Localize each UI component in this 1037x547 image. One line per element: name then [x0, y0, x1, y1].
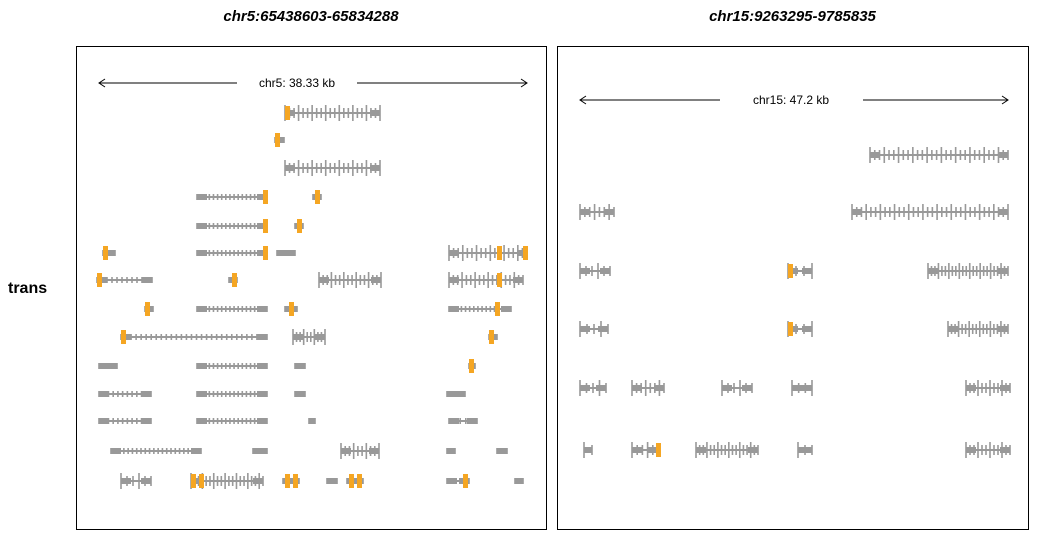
transcript-model — [196, 190, 268, 204]
transcript-model — [797, 442, 813, 458]
transcript-model — [446, 391, 466, 397]
transcript-model — [294, 363, 306, 369]
transcript-model — [579, 321, 609, 337]
transcript-model — [292, 329, 326, 345]
transcript-model — [787, 263, 813, 279]
right-transcript-panel: chr15: 47.2 kb — [557, 46, 1029, 530]
transcript-model — [102, 246, 116, 260]
transcript-model — [144, 302, 154, 316]
transcript-model — [110, 448, 202, 454]
left-scale-label: chr5: 38.33 kb — [259, 76, 335, 90]
right-scale-label: chr15: 47.2 kb — [753, 93, 829, 107]
transcript-model — [196, 246, 268, 260]
transcript-model — [346, 474, 364, 488]
transcript-model — [120, 330, 268, 344]
transcript-model — [468, 359, 476, 373]
right-track-svg: chr15: 47.2 kb — [579, 93, 1011, 458]
transcript-model — [927, 263, 1009, 279]
transcript-model — [340, 443, 380, 459]
transcript-model — [276, 250, 296, 256]
transcript-model — [448, 302, 512, 316]
transcript-model — [120, 473, 152, 489]
transcript-model — [98, 418, 152, 424]
right-panel-title: chr15:9263295-9785835 — [709, 8, 876, 25]
transcript-model — [965, 442, 1011, 458]
transcript-model — [631, 380, 665, 396]
transcript-model — [448, 272, 524, 288]
right-scale-bar: chr15: 47.2 kb — [579, 93, 1009, 107]
transcript-model — [448, 245, 528, 261]
left-transcript-panel: chr5: 38.33 kb — [76, 46, 547, 530]
transcript-model — [579, 204, 615, 220]
transcript-model — [284, 160, 381, 176]
transcript-model — [326, 478, 338, 484]
transcript-model — [252, 448, 268, 454]
transcript-model — [496, 448, 508, 454]
transcript-model — [947, 321, 1009, 337]
transcript-model — [98, 391, 152, 397]
transcript-model — [284, 302, 298, 316]
transcript-model — [583, 442, 593, 458]
right-transcript-tracks — [579, 147, 1011, 458]
transcript-model — [448, 418, 478, 424]
transcript-model — [284, 105, 381, 121]
transcript-model — [869, 147, 1009, 163]
transcript-model — [488, 330, 498, 344]
transcript-model — [196, 219, 268, 233]
transcript-model — [282, 474, 300, 488]
transcript-model — [196, 363, 268, 369]
transcript-model — [514, 478, 524, 484]
transcript-model — [190, 473, 264, 489]
transcript-model — [579, 263, 611, 279]
transcript-model — [196, 306, 268, 312]
transcript-model — [965, 380, 1011, 396]
transcript-model — [228, 273, 238, 287]
transcript-model — [446, 474, 470, 488]
transcript-model — [308, 418, 316, 424]
transcript-model — [631, 442, 661, 458]
transcript-model — [196, 391, 268, 397]
transcript-model — [446, 448, 456, 454]
transcript-model — [312, 190, 322, 204]
transcript-model — [721, 380, 753, 396]
transcript-model — [318, 272, 382, 288]
transcript-model — [294, 391, 306, 397]
left-scale-bar: chr5: 38.33 kb — [98, 76, 528, 90]
transcript-model — [274, 133, 285, 147]
row-label: trans — [8, 280, 48, 297]
transcript-model — [695, 442, 759, 458]
transcript-model — [579, 380, 607, 396]
transcript-model — [787, 321, 813, 337]
transcript-model — [196, 418, 268, 424]
transcript-model — [851, 204, 1009, 220]
transcript-model — [98, 363, 118, 369]
transcript-model — [791, 380, 813, 396]
transcript-model — [294, 219, 304, 233]
left-transcript-tracks — [96, 105, 528, 489]
left-track-svg: chr5: 38.33 kb — [96, 76, 528, 489]
left-panel-title: chr5:65438603-65834288 — [223, 8, 399, 25]
transcript-model — [96, 273, 153, 287]
